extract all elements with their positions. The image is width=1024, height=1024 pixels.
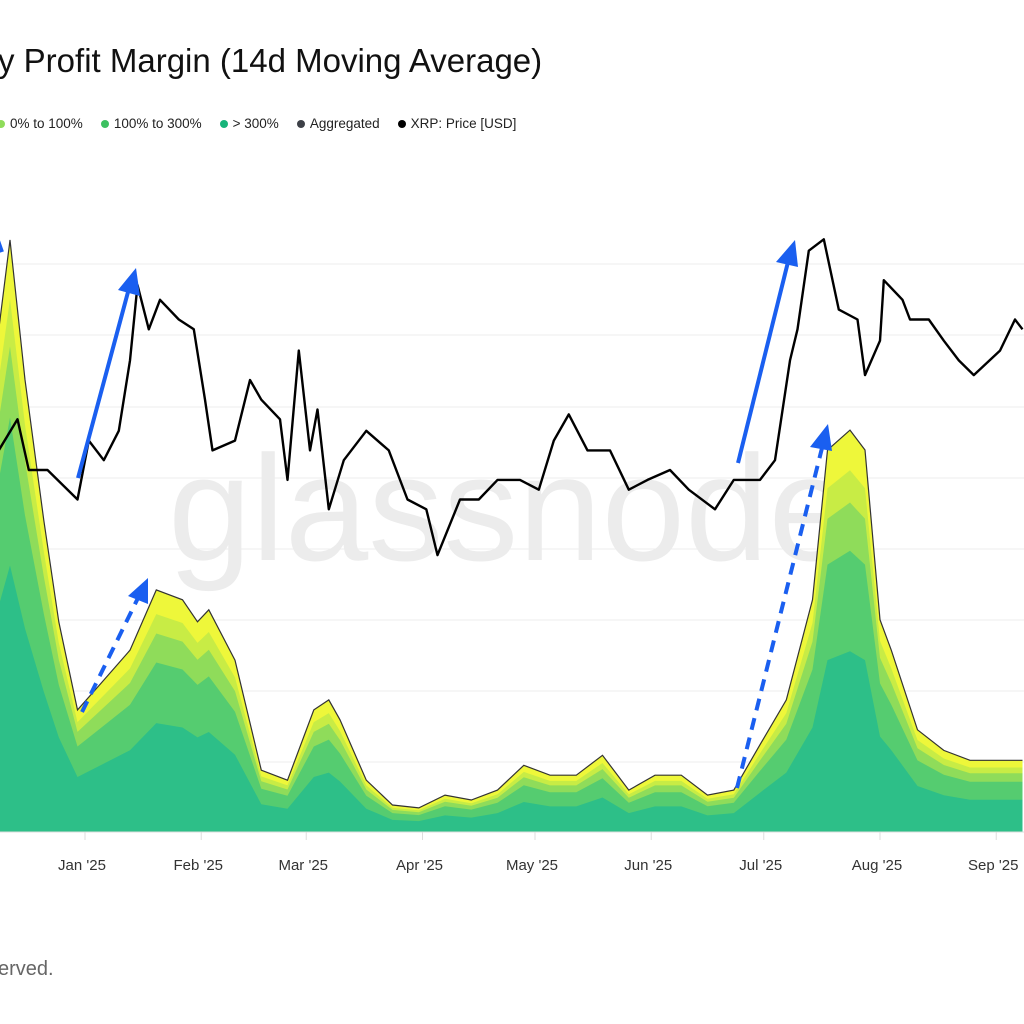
x-tick-label: Aug '25 [852, 857, 902, 874]
legend-dot [0, 119, 5, 128]
aggregated-line [0, 239, 1023, 809]
legend-dot [296, 119, 305, 128]
legend-label: 0% to 100% [10, 116, 83, 131]
x-ticks: Jan '25 Feb '25 Mar '25 Apr '25 May '25 Jun '… [58, 832, 1018, 874]
legend-dot [397, 119, 406, 128]
area-layer-0 [0, 565, 1023, 832]
legend-label: XRP: Price [USD] [410, 116, 517, 131]
x-tick-label: May '25 [506, 857, 558, 874]
arrowhead [118, 268, 140, 296]
arrow-dashed [80, 597, 140, 713]
chart-title: y Profit Margin (14d Moving Average) [0, 42, 543, 79]
legend-label: 100% to 300% [113, 116, 202, 131]
legend: 0% to 100% 100% to 300% > 300% Aggregate… [0, 116, 516, 131]
legend-item[interactable]: 100% to 300% [100, 116, 202, 131]
arrow-solid [76, 291, 130, 479]
x-tick-label: Jan '25 [58, 857, 106, 874]
x-tick-label: Apr '25 [396, 857, 443, 874]
arrowhead [128, 578, 148, 604]
annotation-arrows [0, 240, 832, 789]
watermark: glassnode [168, 424, 852, 592]
legend-label: > 300% [232, 116, 279, 131]
arrowhead [776, 240, 798, 267]
arrow-solid [736, 261, 790, 464]
legend-item[interactable]: > 300% [219, 116, 279, 131]
arrowhead [810, 424, 832, 451]
legend-item[interactable]: Aggregated [296, 116, 380, 131]
x-tick-label: Mar '25 [278, 857, 328, 874]
legend-item[interactable]: 0% to 100% [0, 116, 83, 131]
x-tick-label: Jul '25 [739, 857, 782, 874]
arrow-solid [0, 240, 4, 253]
legend-dot [219, 119, 228, 128]
legend-item[interactable]: XRP: Price [USD] [397, 116, 517, 131]
stacked-areas [0, 239, 1023, 832]
x-tick-label: Feb '25 [173, 857, 223, 874]
legend-dot [100, 119, 109, 128]
x-tick-label: Jun '25 [624, 857, 672, 874]
footer-text: erved. [0, 958, 54, 980]
legend-label: Aggregated [309, 116, 380, 131]
x-tick-label: Sep '25 [968, 857, 1018, 874]
price-line [0, 238, 1024, 557]
